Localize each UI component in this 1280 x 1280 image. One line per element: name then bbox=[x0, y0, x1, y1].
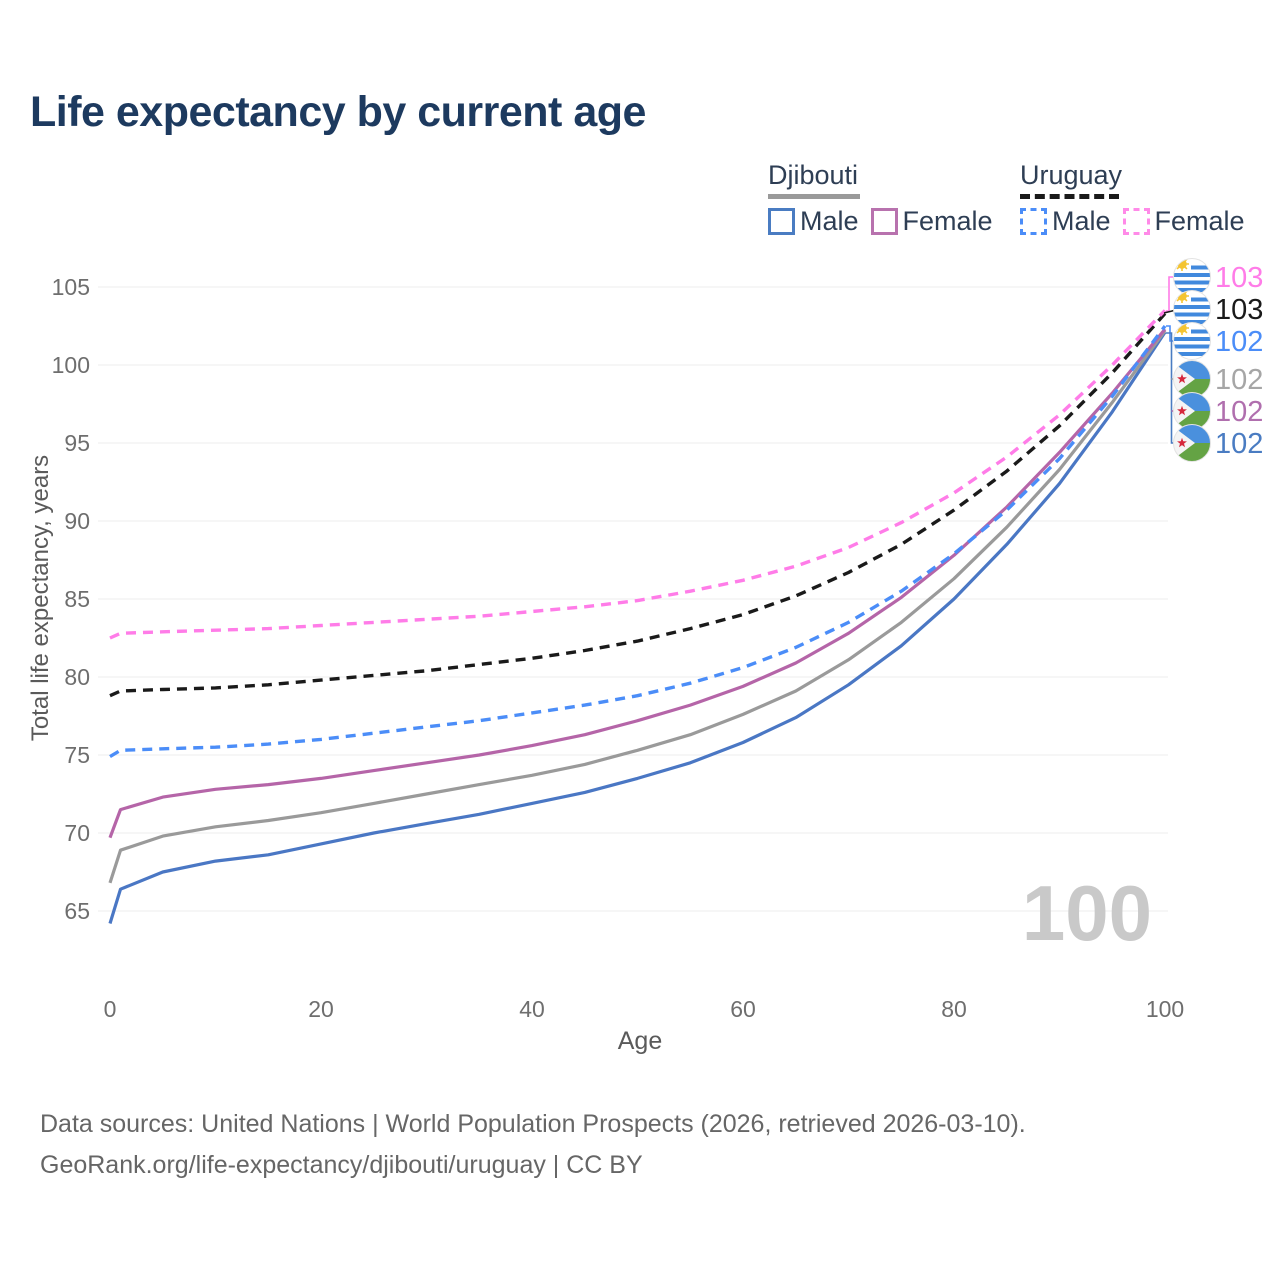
legend-group-djibouti: Djibouti Male Female bbox=[768, 160, 993, 237]
legend-label: Male bbox=[1052, 206, 1111, 236]
uruguay-male-swatch-icon bbox=[1020, 208, 1047, 235]
flag-icon-djibouti bbox=[1173, 424, 1211, 462]
legend-country-djibouti[interactable]: Djibouti bbox=[768, 160, 859, 190]
chart-title: Life expectancy by current age bbox=[30, 88, 646, 136]
series-end-label-djibouti: 102 bbox=[1215, 364, 1263, 396]
series-line-djibouti-female[interactable] bbox=[108, 328, 1167, 839]
legend-label: Female bbox=[902, 206, 993, 236]
series-line-djibouti-male[interactable] bbox=[108, 331, 1167, 924]
x-axis-tick: 20 bbox=[308, 996, 334, 1022]
legend-item-djibouti-male[interactable]: Male bbox=[768, 206, 859, 237]
legend-item-uruguay-male[interactable]: Male bbox=[1020, 206, 1111, 237]
y-axis-tick: 75 bbox=[64, 742, 90, 768]
y-axis-tick: 90 bbox=[64, 508, 90, 534]
legend-country-uruguay[interactable]: Uruguay bbox=[1020, 160, 1123, 190]
footer: Data sources: United Nations | World Pop… bbox=[40, 1104, 1026, 1186]
x-axis-tick: 0 bbox=[104, 996, 117, 1022]
djibouti-female-swatch-icon bbox=[870, 208, 898, 235]
legend-item-djibouti-female[interactable]: Female bbox=[870, 206, 993, 237]
leader-line bbox=[1166, 332, 1174, 444]
series-line-uruguay-male[interactable] bbox=[109, 324, 1167, 759]
series-end-label-uruguay-male: 102 bbox=[1215, 326, 1263, 358]
y-axis-tick: 105 bbox=[52, 274, 90, 300]
age-watermark: 100 bbox=[1022, 869, 1152, 957]
leader-line bbox=[1166, 276, 1173, 312]
y-axis-tick: 70 bbox=[64, 820, 90, 846]
legend-label: Female bbox=[1154, 206, 1245, 236]
legend-item-uruguay-female[interactable]: Female bbox=[1122, 206, 1245, 237]
legend-line-sample-uruguay bbox=[1020, 194, 1119, 199]
djibouti-male-swatch-icon bbox=[768, 208, 795, 235]
series-line-djibouti[interactable] bbox=[108, 329, 1167, 884]
x-axis-tick: 100 bbox=[1146, 996, 1184, 1022]
series-end-label-djibouti-female: 102 bbox=[1215, 396, 1263, 428]
y-axis-tick: 95 bbox=[64, 430, 90, 456]
x-axis-tick: 40 bbox=[519, 996, 545, 1022]
footer-attribution-link: GeoRank.org/life-expectancy/djibouti/uru… bbox=[40, 1151, 643, 1179]
y-axis-tick: 80 bbox=[64, 664, 90, 690]
series-line-uruguay-female[interactable] bbox=[109, 309, 1167, 640]
series-end-label-djibouti-male: 102 bbox=[1215, 428, 1263, 460]
legend-group-uruguay: Uruguay Male Female bbox=[1020, 160, 1245, 237]
x-axis-title: Age bbox=[618, 1027, 662, 1055]
uruguay-female-swatch-icon bbox=[1122, 208, 1150, 235]
y-axis-tick: 100 bbox=[52, 352, 90, 378]
flag-icon-uruguay bbox=[1173, 321, 1211, 360]
series-end-label-uruguay-female: 103 bbox=[1215, 262, 1263, 294]
legend-line-sample-djibouti bbox=[768, 194, 860, 199]
y-axis-tick: 65 bbox=[64, 898, 90, 924]
legend-label: Male bbox=[800, 206, 859, 236]
footer-data-sources: Data sources: United Nations | World Pop… bbox=[40, 1110, 1026, 1138]
y-axis-title: Total life expectancy, years bbox=[27, 455, 54, 741]
x-axis-tick: 60 bbox=[730, 996, 756, 1022]
series-line-uruguay[interactable] bbox=[109, 312, 1167, 698]
y-axis-tick: 85 bbox=[64, 586, 90, 612]
series-end-label-uruguay: 103 bbox=[1215, 294, 1263, 326]
x-axis-tick: 80 bbox=[941, 996, 967, 1022]
